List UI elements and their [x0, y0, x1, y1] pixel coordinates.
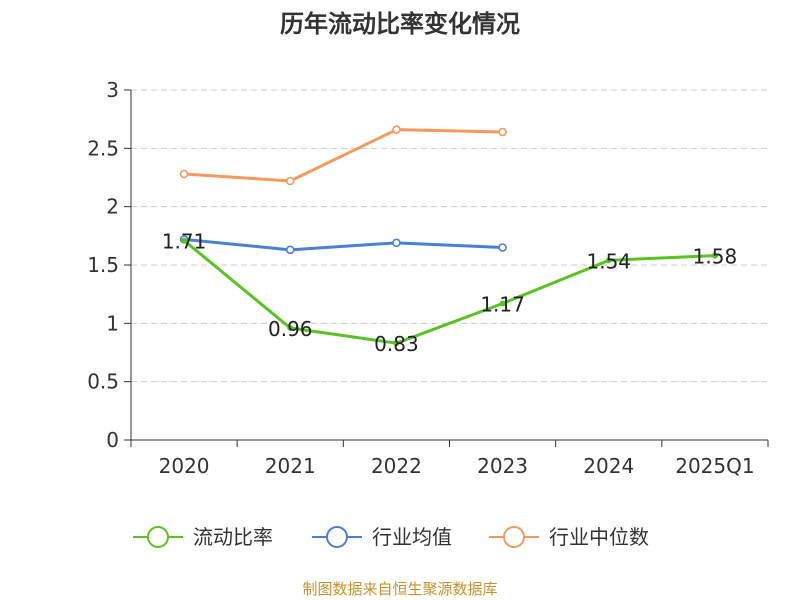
x-tick-label: 2022: [371, 454, 422, 478]
series-point-2[interactable]: [179, 169, 189, 179]
x-tick-label: 2023: [477, 454, 528, 478]
y-tick-label: 0: [106, 428, 119, 452]
x-tick-label: 2021: [265, 454, 316, 478]
legend-item-2[interactable]: 行业中位数: [489, 525, 649, 549]
series-point-1[interactable]: [392, 238, 401, 248]
x-tick-label: 2025Q1: [675, 454, 754, 478]
legend-label: 行业中位数: [549, 525, 649, 549]
y-tick-label: 0.5: [87, 370, 119, 394]
series-line-1: [183, 237, 503, 252]
series-point-1[interactable]: [285, 245, 295, 255]
legend-label: 行业均值: [372, 525, 452, 549]
grid-lines: [131, 89, 768, 383]
series-point-0[interactable]: [181, 237, 188, 244]
series-line-2: [183, 128, 503, 183]
legend[interactable]: 流动比率 行业均值 行业中位数: [133, 525, 649, 549]
data-labels: 1.71 0.96 0.83 1.17 1.54 1.58: [162, 230, 737, 357]
series-line-0: [183, 239, 715, 345]
y-tick-label: 1: [106, 311, 119, 335]
series-point-1[interactable]: [498, 243, 507, 252]
x-tick-label: 2020: [159, 454, 210, 478]
chart-title: 历年流动比率变化情况: [280, 10, 520, 38]
series-point-2[interactable]: [498, 127, 507, 137]
y-tick-label: 3: [106, 78, 119, 102]
legend-marker: [326, 526, 348, 548]
x-tick-label: 2024: [583, 454, 634, 478]
legend-label: 流动比率: [193, 525, 273, 549]
series-point-0[interactable]: [711, 252, 718, 259]
series-point-2[interactable]: [285, 176, 295, 186]
legend-marker: [503, 526, 525, 548]
data-label: 0.83: [374, 332, 419, 356]
series-point-0[interactable]: [605, 257, 612, 264]
data-label: 1.17: [480, 293, 525, 317]
data-label: 1.71: [162, 230, 207, 254]
y-tick-label: 1.5: [87, 253, 119, 277]
legend-item-1[interactable]: 行业均值: [312, 525, 452, 549]
axes: 0 0.5 1 1.5 2 2.5 3 2020 2021 2022 2023 2024 2025Q1: [87, 78, 769, 478]
series-point-0[interactable]: [287, 325, 294, 331]
y-tick-label: 2: [106, 195, 119, 219]
series-lines: [179, 125, 718, 347]
data-label: 0.96: [268, 317, 313, 341]
data-label: 1.58: [693, 245, 738, 269]
data-label: 1.54: [586, 249, 631, 273]
legend-marker: [147, 526, 169, 548]
legend-item-0[interactable]: 流动比率: [133, 525, 273, 549]
series-point-0[interactable]: [499, 300, 506, 307]
y-tick-label: 2.5: [87, 136, 119, 160]
series-point-2[interactable]: [392, 125, 401, 134]
source-note: 制图数据来自恒生聚源数据库: [302, 580, 497, 598]
series-point-0[interactable]: [393, 340, 400, 347]
